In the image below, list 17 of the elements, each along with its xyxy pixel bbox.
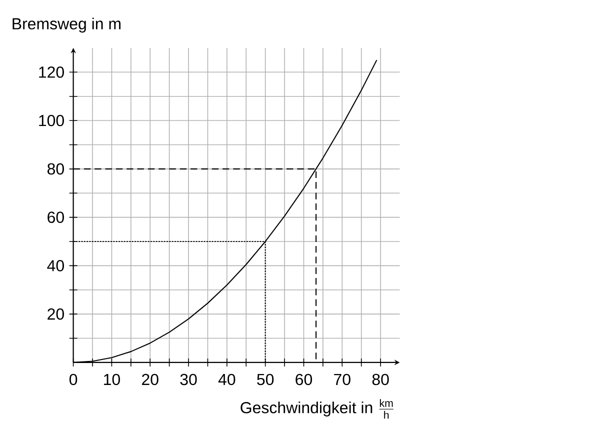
y-tick-label: 80 (47, 163, 64, 174)
x-tick-label: 10 (104, 374, 120, 385)
x-tick-label: 30 (180, 374, 197, 385)
x-axis-title: $\mbox{Geschwindigkeit in }\frac{\mathrm{km}}{\mathrm{h}}$ (240, 398, 394, 418)
y-tick-label: 60 (48, 211, 64, 223)
y-axis-title: Bremsweg in m (12, 17, 120, 32)
x-tick-label: 70 (334, 374, 350, 385)
y-tick-label: 120 (39, 66, 64, 78)
x-tick-label: 40 (218, 374, 236, 385)
x-tick-label: 80 (372, 374, 389, 385)
y-tick-label: 100 (39, 114, 64, 126)
y-tick-label: 40 (47, 260, 64, 272)
y-tick-label: 20 (48, 308, 64, 320)
x-tick-label: 50 (257, 374, 274, 385)
x-tick-label: 20 (142, 374, 158, 385)
x-tick-label: 60 (296, 374, 312, 385)
x-tick-label: 0 (69, 374, 78, 385)
